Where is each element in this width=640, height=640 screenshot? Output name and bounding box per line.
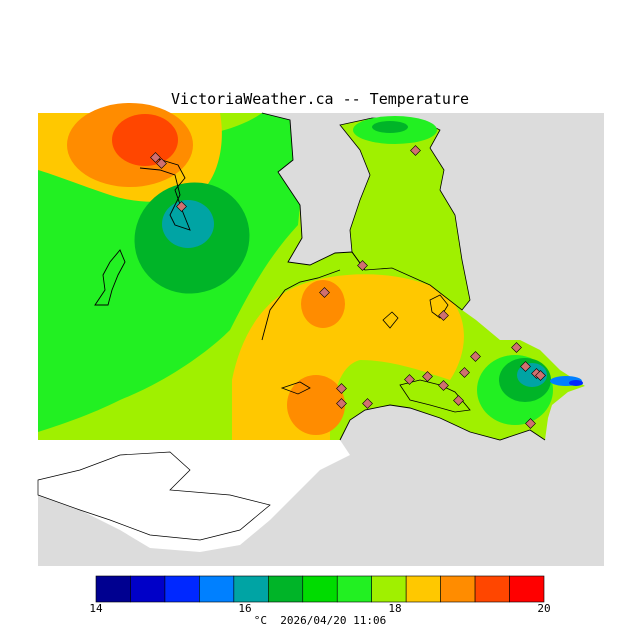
station-marker[interactable] [438, 380, 449, 391]
station-marker[interactable] [438, 310, 449, 321]
station-marker[interactable] [470, 351, 481, 362]
colorbar-bin [302, 575, 338, 603]
station-marker[interactable] [410, 145, 421, 156]
station-marker[interactable] [362, 398, 373, 409]
station-marker[interactable] [336, 398, 347, 409]
contour-red-orange-top [112, 114, 178, 166]
colorbar-bin [474, 575, 510, 603]
station-marker[interactable] [535, 370, 546, 381]
colorbar-bin [336, 575, 372, 603]
colorbar-tick-labels: 14 16 18 20 [0, 602, 640, 616]
map-title: VictoriaWeather.ca -- Temperature [170, 90, 469, 108]
station-marker[interactable] [404, 374, 415, 385]
colorbar-bin [440, 575, 476, 603]
colorbar-bin [199, 575, 235, 603]
contour-orange-south-1 [301, 280, 345, 328]
coastline-islet-small-3 [280, 381, 311, 395]
coastline-mainland-east [261, 112, 366, 271]
station-marker[interactable] [319, 287, 330, 298]
coastline-west-inlet [139, 157, 191, 231]
station-markers [150, 145, 546, 429]
coastline-south-east [339, 404, 546, 441]
station-marker[interactable] [453, 395, 464, 406]
tick-label-18: 18 [388, 602, 402, 615]
colorbar-bin [268, 575, 304, 603]
unit-label: °C [253, 614, 268, 627]
colorbar-bin [405, 575, 441, 603]
colorbar-bin [130, 575, 166, 603]
contour-darkgreen-north-island [372, 121, 408, 133]
station-marker[interactable] [176, 201, 187, 212]
station-marker[interactable] [156, 158, 167, 169]
station-marker[interactable] [459, 367, 470, 378]
map-footer: °C 2026/04/20 11:06 [0, 614, 640, 627]
timestamp: 2026/04/20 11:06 [280, 614, 387, 627]
tick-label-16: 16 [238, 602, 252, 615]
island-north [339, 117, 471, 311]
station-marker[interactable] [511, 342, 522, 353]
coastline-island-inner [399, 379, 471, 413]
station-marker[interactable] [357, 260, 368, 271]
coastline-islet-small-1 [382, 311, 399, 329]
water-south-land [37, 451, 271, 541]
coastline-peninsula [261, 269, 341, 341]
station-marker[interactable] [150, 152, 161, 163]
colorbar-bin [509, 575, 545, 603]
station-marker[interactable] [336, 383, 347, 394]
coastline-islet-west [94, 249, 126, 306]
colorbar-bin [164, 575, 200, 603]
tick-label-14: 14 [89, 602, 103, 615]
colorbar-bin [233, 575, 269, 603]
colorbar [95, 575, 545, 603]
tick-label-20: 20 [537, 602, 551, 615]
station-marker[interactable] [520, 361, 531, 372]
colorbar-bin [371, 575, 407, 603]
station-marker[interactable] [525, 418, 536, 429]
contour-orange-south-2 [287, 375, 345, 435]
station-marker[interactable] [422, 371, 433, 382]
contour-darkblue-east [569, 380, 583, 386]
colorbar-bin [95, 575, 131, 603]
